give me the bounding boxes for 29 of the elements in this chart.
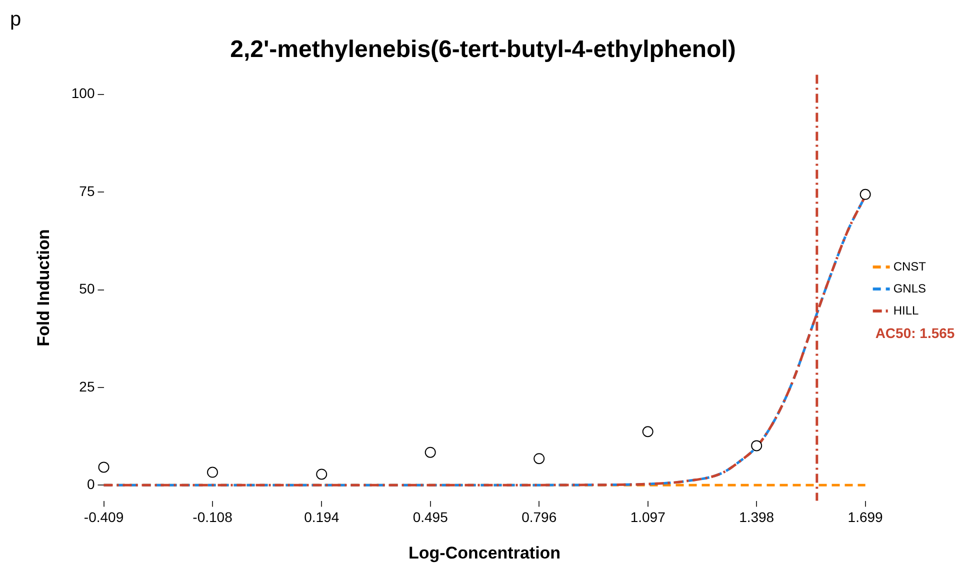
legend-label: GNLS — [893, 281, 926, 296]
x-tick-label: 0.495 — [412, 509, 448, 526]
point — [207, 466, 218, 478]
point — [860, 188, 871, 200]
point — [424, 446, 436, 458]
point — [534, 453, 545, 464]
y-tick-label: 100 — [71, 85, 95, 102]
y-tick-label: 0 — [86, 476, 95, 492]
x-tick-label: 1.398 — [739, 509, 774, 526]
point — [642, 426, 654, 438]
x-tick-label: -0.108 — [192, 509, 233, 526]
point — [751, 440, 762, 452]
x-tick-label: 0.796 — [522, 509, 557, 526]
chart-title: 2,2'-methylenebis(6-tert-butyl-4-ethylphenol) — [230, 36, 736, 64]
point — [98, 462, 110, 473]
y-tick-label: 25 — [79, 378, 95, 394]
x-tick-label: 1.097 — [630, 509, 666, 526]
point — [316, 468, 328, 480]
legend-label: CNST — [893, 259, 927, 274]
x-tick-label: 0.194 — [304, 509, 340, 526]
x-axis-title: Log-Concentration — [408, 543, 561, 562]
x-tick-label: -0.409 — [84, 509, 124, 526]
y-tick-label: 50 — [79, 280, 95, 297]
legend-label: HILL — [893, 303, 919, 318]
y-axis-title: Fold Induction — [34, 229, 53, 346]
text: p — [10, 8, 22, 31]
y-tick-label: 75 — [79, 182, 95, 199]
x-tick-label: 1.699 — [848, 509, 884, 526]
ref-line-label: AC50: 1.565 — [875, 324, 955, 341]
